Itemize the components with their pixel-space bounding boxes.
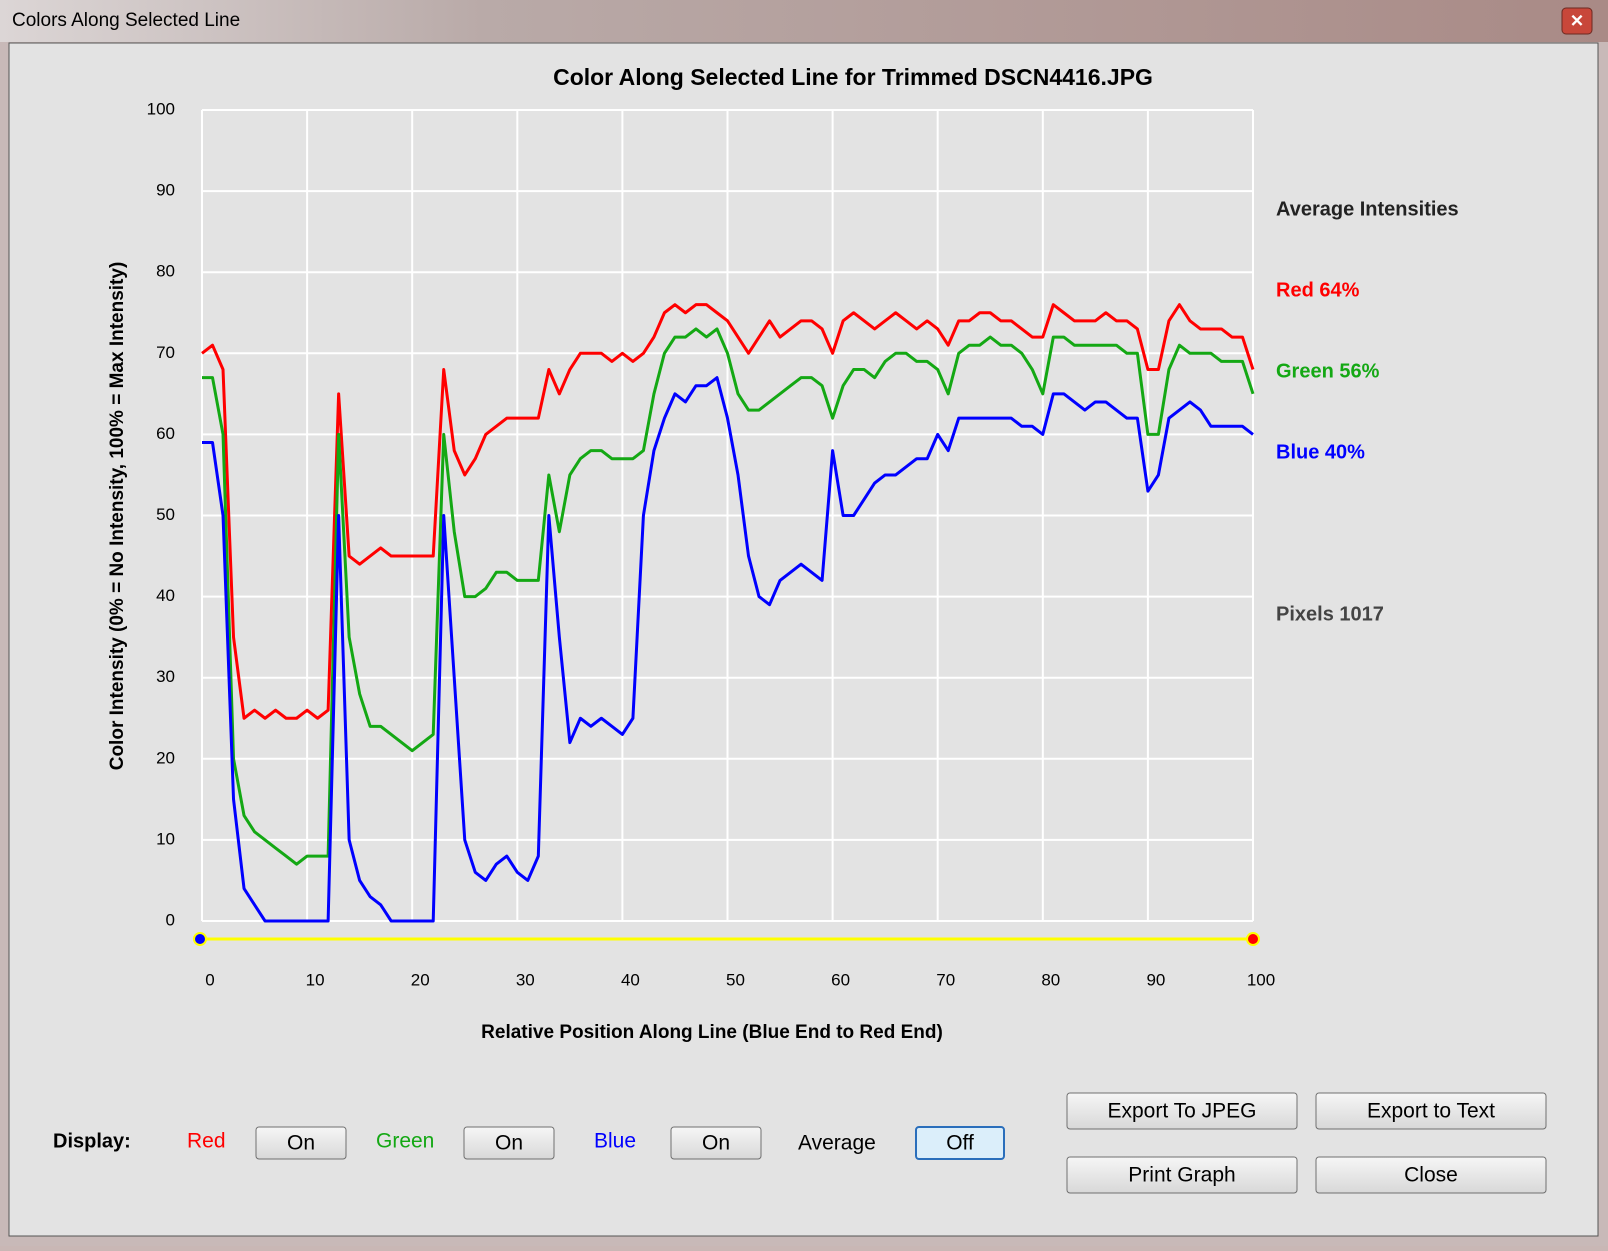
series-line <box>202 376 1254 923</box>
close-x-glyph: ✕ <box>1570 11 1584 30</box>
x-tick-label: 20 <box>411 970 430 989</box>
action-button[interactable] <box>1066 1092 1298 1130</box>
controls: Red On Green On Blue On Off Export To JPEG Expor… <box>187 1092 1547 1194</box>
toggle-button-label: On <box>495 1132 523 1155</box>
x-axis-label: Relative Position Along Line (Blue End t… <box>481 1022 943 1043</box>
close-x[interactable] <box>1561 7 1593 35</box>
x-tick-label: 10 <box>306 970 325 989</box>
toggle-button[interactable] <box>915 1126 1005 1160</box>
annotation: Green 56% <box>1276 360 1380 382</box>
x-tick-label: 100 <box>1247 970 1275 989</box>
x-tick-label: 50 <box>726 970 745 989</box>
annotations: Average Intensities Red 64% Green 56% Blue … <box>1276 198 1459 625</box>
y-axis-label: Color Intensity (0% = No Intensity, 100%… <box>107 262 128 771</box>
annotation: Pixels 1017 <box>1276 603 1384 625</box>
title-bar <box>0 0 1608 42</box>
series-line <box>202 327 1255 866</box>
chart-title: Color Along Selected Line for Trimmed DS… <box>553 64 1153 90</box>
blue-end <box>193 932 207 946</box>
toggle-button-label: Off <box>946 1132 974 1155</box>
display-series-label: Green <box>376 1130 434 1153</box>
window-title: Colors Along Selected Line <box>12 10 240 31</box>
toggle-button-label: On <box>287 1132 315 1155</box>
action-button-label: Print Graph <box>1128 1164 1235 1187</box>
annotation: Blue 40% <box>1276 441 1365 463</box>
toggle-button-label: On <box>702 1132 730 1155</box>
y-tick-label: 70 <box>156 343 175 362</box>
y-tick-label: 90 <box>156 181 175 200</box>
x-tick-label: 80 <box>1041 970 1060 989</box>
average-label: Average <box>798 1132 876 1155</box>
display-series-label: Red <box>187 1130 226 1153</box>
y-tick-label: 30 <box>156 667 175 686</box>
annotation: Red 64% <box>1276 279 1360 301</box>
annotation: Average Intensities <box>1276 198 1459 220</box>
y-tick-label: 40 <box>156 586 175 605</box>
plot: 0 10 20 30 40 50 60 70 80 90 100 0 10 20 30 40 50 60 70 80 9… <box>147 99 1276 989</box>
client-area <box>8 42 1599 1237</box>
x-tick-label: 0 <box>205 970 214 989</box>
x-tick-label: 30 <box>516 970 535 989</box>
x-tick-label: 60 <box>831 970 850 989</box>
toggle-button[interactable] <box>255 1126 347 1160</box>
display-series-label: Blue <box>594 1130 636 1153</box>
action-button[interactable] <box>1066 1156 1298 1194</box>
series-line <box>201 303 1255 720</box>
toggle-button[interactable] <box>463 1126 555 1160</box>
action-button[interactable] <box>1315 1156 1547 1194</box>
y-tick-label: 20 <box>156 748 175 767</box>
x-tick-label: 40 <box>621 970 640 989</box>
y-tick-label: 100 <box>147 99 175 118</box>
action-button[interactable] <box>1315 1092 1547 1130</box>
y-tick-label: 60 <box>156 424 175 443</box>
display-label: Display: <box>53 1130 131 1152</box>
toggle-button[interactable] <box>670 1126 762 1160</box>
action-button-label: Close <box>1404 1164 1458 1187</box>
action-button-label: Export to Text <box>1367 1100 1495 1123</box>
y-tick-label: 80 <box>156 262 175 281</box>
y-tick-label: 0 <box>166 910 175 929</box>
x-tick-label: 70 <box>936 970 955 989</box>
red-end <box>1246 932 1260 946</box>
action-button-label: Export To JPEG <box>1107 1100 1256 1123</box>
y-tick-label: 50 <box>156 505 175 524</box>
y-tick-label: 10 <box>156 829 175 848</box>
x-tick-label: 90 <box>1146 970 1165 989</box>
